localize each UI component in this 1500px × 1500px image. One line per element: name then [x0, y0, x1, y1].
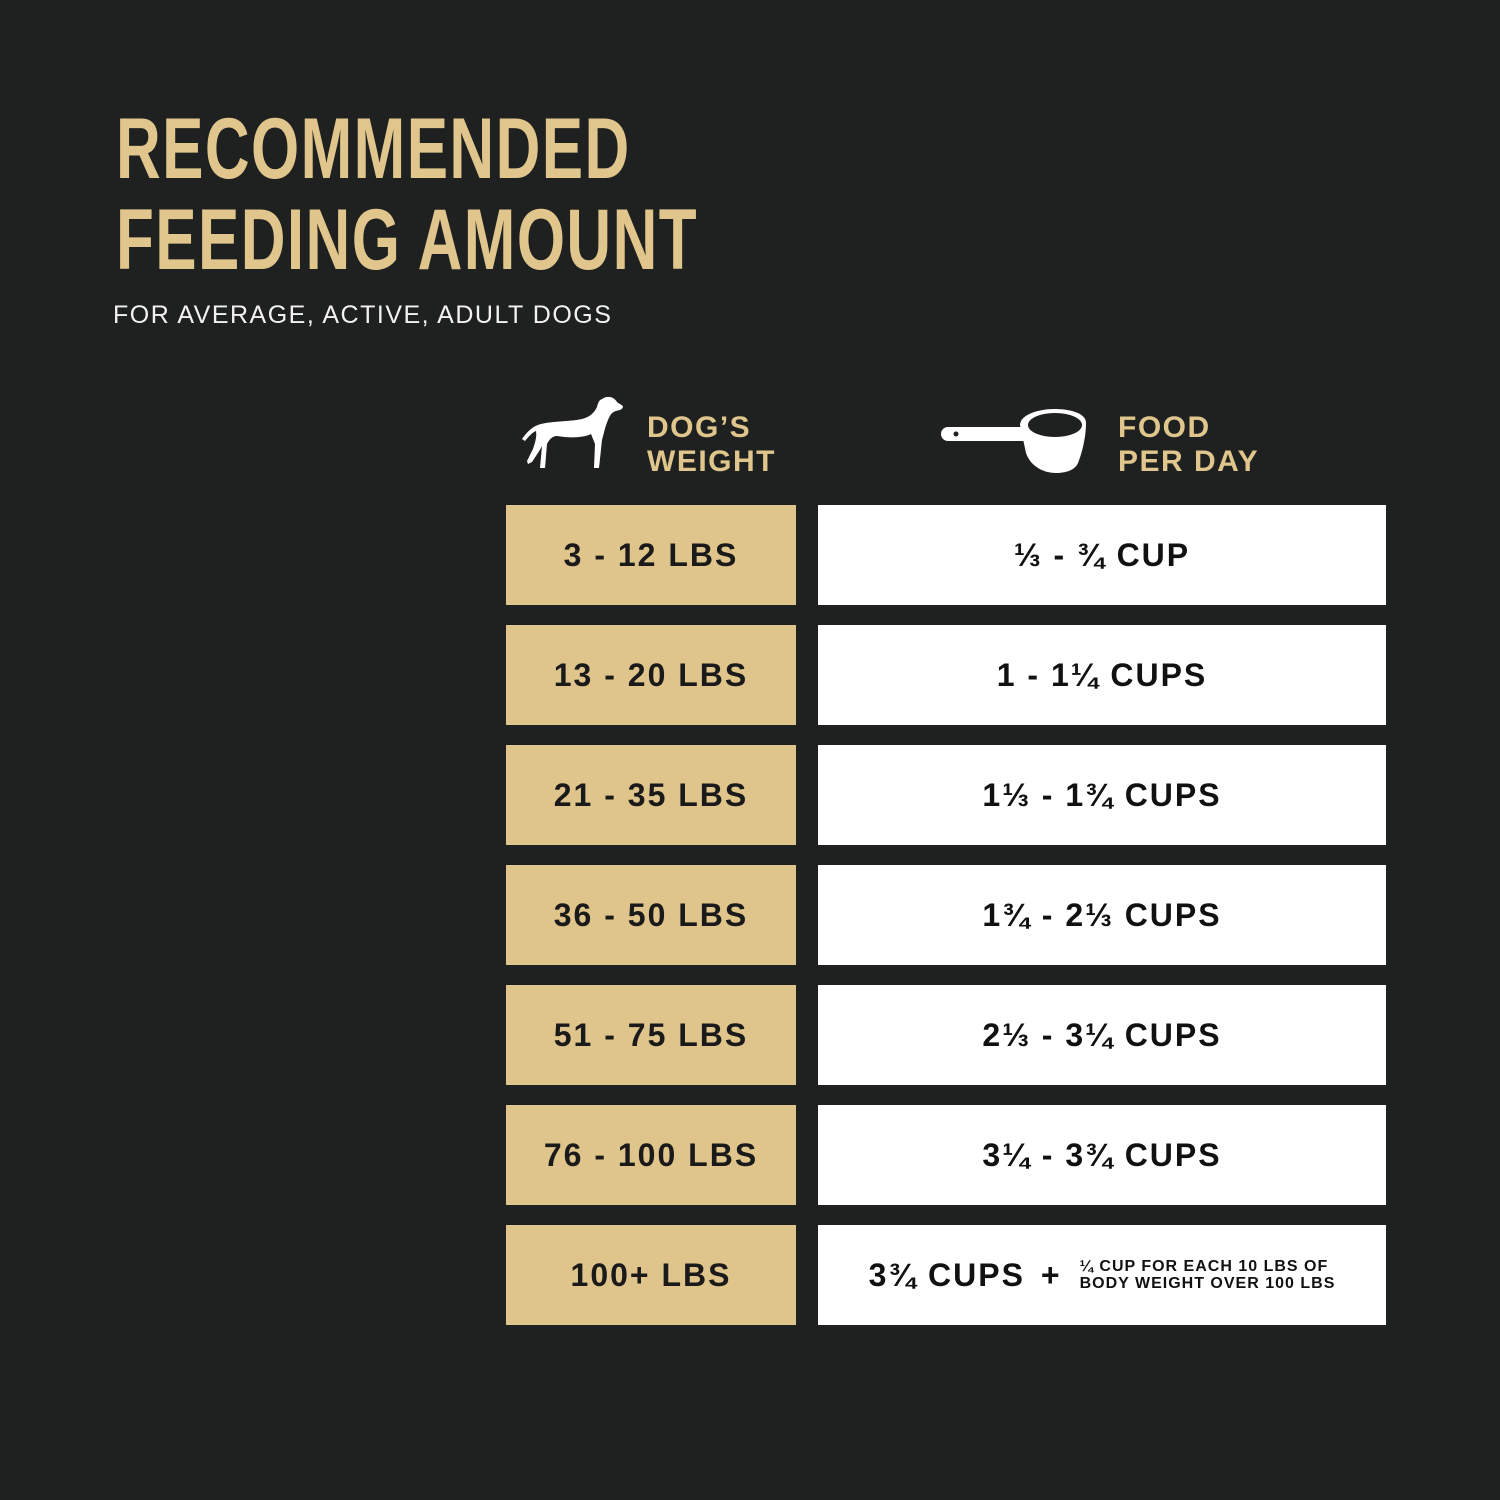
table-row: 76 - 100 LBS 3¼ - 3¾ CUPS [506, 1105, 1386, 1205]
title-line-2: FEEDING AMOUNT [116, 192, 699, 288]
weight-header-line2: WEIGHT [647, 445, 776, 478]
measuring-cup-icon [941, 409, 1086, 473]
plus-sign: + [1040, 1256, 1062, 1293]
table-row: 3 - 12 LBS ⅓ - ¾ CUP [506, 505, 1386, 605]
subtitle: FOR AVERAGE, ACTIVE, ADULT DOGS [113, 301, 613, 329]
food-header-line1: FOOD [1118, 411, 1211, 444]
food-cell: 1⅓ - 1¾ CUPS [818, 745, 1386, 845]
food-cell: 3¼ - 3¾ CUPS [818, 1105, 1386, 1205]
food-cell: 1¾ - 2⅓ CUPS [818, 865, 1386, 965]
weight-header: DOG’S WEIGHT [647, 411, 776, 479]
food-cell: 2⅓ - 3¼ CUPS [818, 985, 1386, 1085]
weight-header-line1: DOG’S [647, 411, 752, 444]
weight-cell: 36 - 50 LBS [506, 865, 796, 965]
food-note: ¼ CUP FOR EACH 10 LBS OF BODY WEIGHT OVE… [1080, 1258, 1336, 1292]
food-note-line2: BODY WEIGHT OVER 100 LBS [1079, 1275, 1336, 1292]
table-row: 36 - 50 LBS 1¾ - 2⅓ CUPS [506, 865, 1386, 965]
weight-cell: 13 - 20 LBS [506, 625, 796, 725]
food-cell: 1 - 1¼ CUPS [818, 625, 1386, 725]
table-row: 51 - 75 LBS 2⅓ - 3¼ CUPS [506, 985, 1386, 1085]
food-header-line2: PER DAY [1118, 445, 1260, 478]
weight-cell: 76 - 100 LBS [506, 1105, 796, 1205]
weight-cell: 100+ LBS [506, 1225, 796, 1325]
food-note-line1: ¼ CUP FOR EACH 10 LBS OF [1079, 1258, 1329, 1275]
dog-icon [522, 396, 623, 468]
food-header: FOOD PER DAY [1118, 411, 1259, 479]
weight-cell: 51 - 75 LBS [506, 985, 796, 1085]
food-cell: ⅓ - ¾ CUP [818, 505, 1386, 605]
table-row: 100+ LBS 3¾ CUPS + ¼ CUP FOR EACH 10 LBS… [506, 1225, 1386, 1325]
food-cell: 3¾ CUPS + ¼ CUP FOR EACH 10 LBS OF BODY … [818, 1225, 1386, 1325]
table-row: 13 - 20 LBS 1 - 1¼ CUPS [506, 625, 1386, 725]
table-row: 21 - 35 LBS 1⅓ - 1¾ CUPS [506, 745, 1386, 845]
title-line-1: RECOMMENDED [116, 101, 631, 197]
food-amount: 3¾ CUPS [868, 1256, 1025, 1293]
weight-cell: 21 - 35 LBS [506, 745, 796, 845]
weight-cell: 3 - 12 LBS [506, 505, 796, 605]
